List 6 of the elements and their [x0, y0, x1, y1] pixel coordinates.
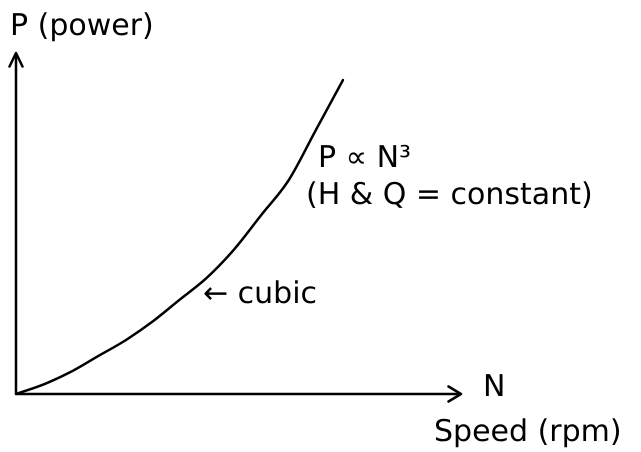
x-axis-title: N	[483, 369, 506, 404]
annotation: ← cubic	[203, 276, 318, 311]
annotation: P ∝ N³	[318, 140, 412, 175]
annotation: (H & Q = constant)	[306, 177, 593, 212]
text: Speed (rpm)	[434, 414, 622, 449]
y-axis-title: P (power)	[10, 8, 154, 43]
